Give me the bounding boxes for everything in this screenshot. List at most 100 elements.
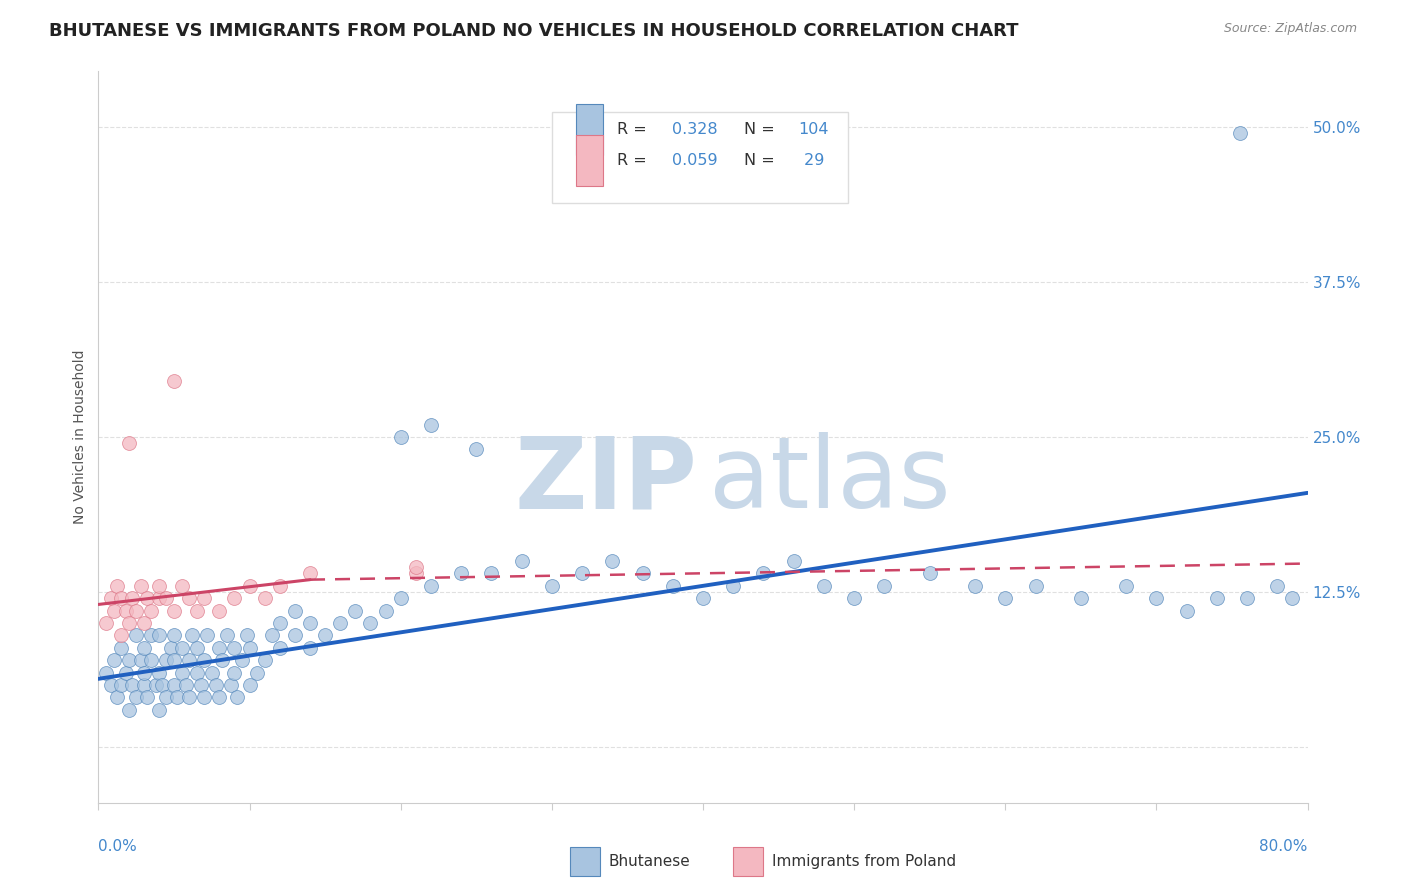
Point bbox=[186, 604, 208, 618]
Point bbox=[692, 591, 714, 606]
Point bbox=[1115, 579, 1137, 593]
FancyBboxPatch shape bbox=[576, 104, 603, 155]
Point bbox=[405, 560, 427, 574]
Point bbox=[314, 628, 336, 642]
Point bbox=[661, 579, 683, 593]
Point bbox=[420, 417, 443, 432]
Point bbox=[132, 678, 155, 692]
Point bbox=[1281, 591, 1303, 606]
Point bbox=[205, 678, 228, 692]
Point bbox=[103, 604, 125, 618]
Point bbox=[129, 653, 152, 667]
Point bbox=[344, 604, 367, 618]
Point bbox=[179, 591, 201, 606]
Point bbox=[873, 579, 896, 593]
Point bbox=[1175, 604, 1198, 618]
Point bbox=[170, 579, 193, 593]
Point bbox=[148, 703, 170, 717]
Point bbox=[118, 703, 141, 717]
Point bbox=[100, 591, 122, 606]
Point bbox=[114, 665, 136, 680]
Point bbox=[226, 690, 249, 705]
Point bbox=[631, 566, 654, 581]
Point bbox=[145, 678, 167, 692]
Point bbox=[208, 604, 231, 618]
FancyBboxPatch shape bbox=[576, 135, 603, 186]
Point bbox=[141, 653, 163, 667]
Point bbox=[844, 591, 866, 606]
Point bbox=[299, 640, 322, 655]
Point bbox=[1267, 579, 1289, 593]
Point bbox=[994, 591, 1017, 606]
Text: atlas: atlas bbox=[709, 433, 950, 530]
Point bbox=[284, 604, 307, 618]
FancyBboxPatch shape bbox=[569, 847, 600, 876]
Point bbox=[132, 640, 155, 655]
Point bbox=[103, 653, 125, 667]
Point bbox=[215, 628, 238, 642]
Point bbox=[405, 566, 427, 581]
Point bbox=[125, 604, 148, 618]
Text: N =: N = bbox=[744, 153, 780, 168]
Point bbox=[299, 566, 322, 581]
Point bbox=[253, 591, 276, 606]
Point bbox=[239, 579, 262, 593]
Point bbox=[269, 579, 291, 593]
Point bbox=[813, 579, 835, 593]
Point bbox=[141, 604, 163, 618]
Point bbox=[208, 690, 231, 705]
Point bbox=[121, 591, 143, 606]
Point bbox=[783, 554, 806, 568]
Point bbox=[299, 615, 322, 630]
Point bbox=[166, 690, 188, 705]
Point bbox=[193, 653, 215, 667]
Text: BHUTANESE VS IMMIGRANTS FROM POLAND NO VEHICLES IN HOUSEHOLD CORRELATION CHART: BHUTANESE VS IMMIGRANTS FROM POLAND NO V… bbox=[49, 22, 1019, 40]
Point bbox=[155, 690, 177, 705]
Point bbox=[174, 678, 197, 692]
Text: 104: 104 bbox=[799, 122, 830, 137]
Text: Bhutanese: Bhutanese bbox=[609, 854, 690, 869]
Point bbox=[224, 665, 246, 680]
Point bbox=[201, 665, 224, 680]
Point bbox=[1070, 591, 1092, 606]
Point bbox=[965, 579, 987, 593]
Point bbox=[195, 628, 218, 642]
Point bbox=[141, 628, 163, 642]
Point bbox=[389, 430, 412, 444]
Point bbox=[110, 678, 132, 692]
Point bbox=[465, 442, 488, 457]
Point bbox=[132, 615, 155, 630]
Point bbox=[284, 628, 307, 642]
Point bbox=[148, 665, 170, 680]
Point bbox=[148, 628, 170, 642]
Point bbox=[374, 604, 396, 618]
Point bbox=[1024, 579, 1046, 593]
Point bbox=[571, 566, 593, 581]
FancyBboxPatch shape bbox=[551, 112, 848, 203]
Point bbox=[510, 554, 533, 568]
Point bbox=[224, 591, 246, 606]
Point bbox=[125, 628, 148, 642]
Point bbox=[224, 640, 246, 655]
Point bbox=[1229, 126, 1251, 140]
Point bbox=[179, 653, 201, 667]
Point bbox=[269, 640, 291, 655]
Point bbox=[94, 615, 117, 630]
Text: 80.0%: 80.0% bbox=[1260, 839, 1308, 855]
Point bbox=[1144, 591, 1167, 606]
Point bbox=[420, 579, 443, 593]
Point bbox=[239, 678, 262, 692]
Point bbox=[132, 665, 155, 680]
Point bbox=[163, 653, 186, 667]
Point bbox=[105, 690, 128, 705]
Text: R =: R = bbox=[617, 153, 652, 168]
Point bbox=[160, 640, 183, 655]
Point bbox=[135, 591, 157, 606]
Point bbox=[1236, 591, 1258, 606]
Point bbox=[269, 615, 291, 630]
Point bbox=[193, 690, 215, 705]
Point bbox=[150, 678, 173, 692]
Point bbox=[148, 579, 170, 593]
Text: 29: 29 bbox=[799, 153, 824, 168]
Point bbox=[121, 678, 143, 692]
